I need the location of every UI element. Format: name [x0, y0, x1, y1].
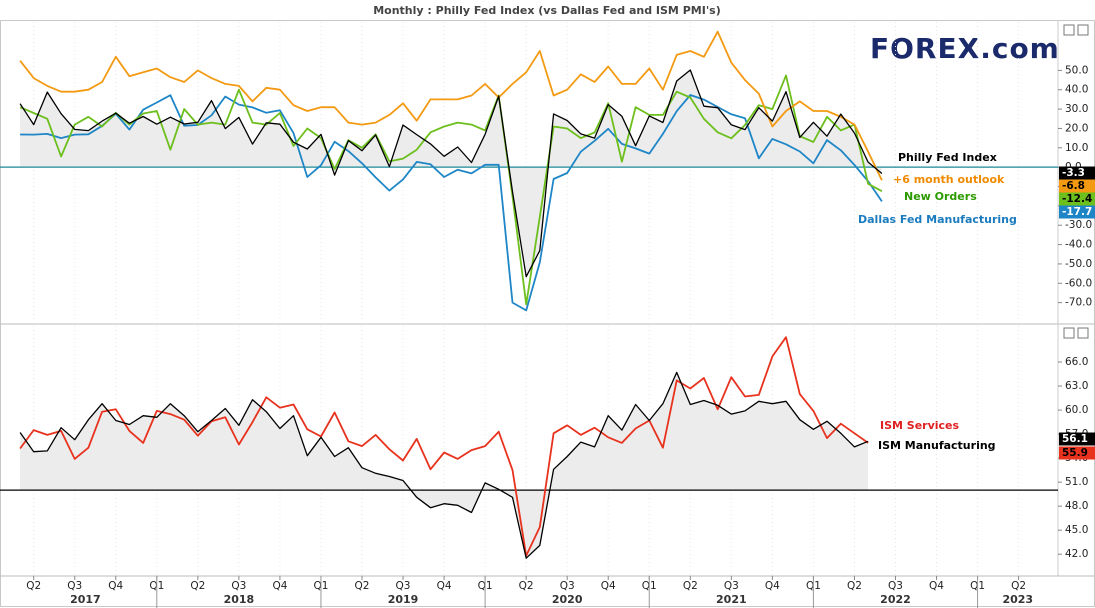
y-tick-label: 10.0 — [1065, 142, 1088, 154]
last-value-label: -3.3 — [1062, 167, 1085, 179]
last-value-label: -17.7 — [1062, 206, 1092, 218]
last-value-box — [1059, 166, 1095, 180]
x-tick-label: Q3 — [67, 580, 82, 592]
last-value-box — [1059, 205, 1095, 219]
y-tick-label: 45.0 — [1065, 524, 1088, 536]
x-tick-label: Q3 — [231, 580, 246, 592]
last-value-box — [1059, 192, 1095, 206]
series-label: Philly Fed Index — [898, 151, 997, 164]
y-tick-label: 63.0 — [1065, 380, 1088, 392]
x-tick-label: Q2 — [26, 580, 41, 592]
last-value-label: 56.1 — [1062, 433, 1088, 445]
y-tick-label: 40.0 — [1065, 84, 1088, 96]
last-value-label: -12.4 — [1062, 193, 1092, 205]
chart-title: Monthly : Philly Fed Index (vs Dallas Fe… — [373, 4, 721, 17]
year-label: 2021 — [716, 593, 747, 606]
y-tick-label: -50.0 — [1065, 258, 1092, 270]
x-tick-label: Q2 — [683, 580, 698, 592]
y-tick-label: -70.0 — [1065, 297, 1092, 309]
series-label: ISM Services — [880, 419, 960, 432]
series-line — [20, 94, 883, 312]
year-label: 2018 — [224, 593, 255, 606]
x-tick-label: Q3 — [396, 580, 411, 592]
logo: FOREX.com — [870, 32, 1060, 65]
x-tick-label: Q2 — [190, 580, 205, 592]
series-line — [19, 74, 883, 306]
y-tick-label: 30.0 — [1065, 103, 1088, 115]
last-value-box — [1059, 446, 1095, 460]
x-tick-label: Q4 — [272, 580, 287, 592]
x-tick-label: Q2 — [355, 580, 370, 592]
y-tick-label: 50.0 — [1065, 64, 1088, 76]
panel-controls — [1063, 24, 1089, 339]
y-tick-label: 20.0 — [1065, 122, 1088, 134]
series-label: ISM Manufacturing — [878, 439, 996, 452]
x-tick-label: Q4 — [929, 580, 944, 592]
year-label: 2022 — [880, 593, 911, 606]
x-tick-label: Q2 — [519, 580, 534, 592]
last-value-box — [1059, 432, 1095, 446]
series-label: +6 month outlook — [893, 173, 1005, 186]
x-tick-label: Q3 — [724, 580, 739, 592]
x-tick-label: Q4 — [108, 580, 123, 592]
series-label: Dallas Fed Manufacturing — [858, 213, 1017, 226]
y-tick-label: 51.0 — [1065, 476, 1088, 488]
area-fill — [20, 70, 882, 277]
year-label: 2019 — [388, 593, 419, 606]
last-value-box — [1059, 179, 1095, 193]
x-tick-label: Q4 — [437, 580, 452, 592]
y-tick-label: -40.0 — [1065, 239, 1092, 251]
x-tick-label: Q3 — [888, 580, 903, 592]
x-tick-label: Q4 — [765, 580, 780, 592]
x-tick-label: Q3 — [560, 580, 575, 592]
last-value-label: -6.8 — [1062, 180, 1085, 192]
x-tick-label: Q4 — [601, 580, 616, 592]
year-label: 2017 — [70, 593, 101, 606]
y-tick-label: 42.0 — [1065, 548, 1088, 560]
year-label: 2023 — [1002, 593, 1033, 606]
year-label: 2020 — [552, 593, 583, 606]
y-tick-label: -30.0 — [1065, 219, 1092, 231]
series-label: New Orders — [904, 190, 977, 203]
last-value-label: 55.9 — [1062, 447, 1088, 459]
series-line — [19, 69, 883, 278]
y-tick-label: 60.0 — [1065, 404, 1088, 416]
y-tick-label: -60.0 — [1065, 277, 1092, 289]
area-fill — [20, 372, 869, 559]
series-line — [19, 371, 869, 559]
x-tick-label: Q2 — [1011, 580, 1026, 592]
series-line — [19, 30, 883, 181]
y-tick-label: 66.0 — [1065, 356, 1088, 368]
x-tick-label: Q2 — [847, 580, 862, 592]
y-tick-label: 48.0 — [1065, 500, 1088, 512]
